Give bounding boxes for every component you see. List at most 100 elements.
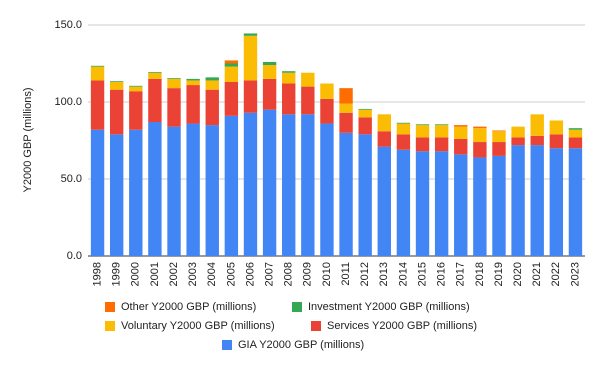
bar-segment <box>90 65 105 67</box>
x-tick-label: 2019 <box>493 262 505 286</box>
bar-segment <box>396 122 411 124</box>
legend-swatch <box>105 302 115 312</box>
bar-segment <box>167 126 181 256</box>
bar-segment <box>434 124 449 126</box>
bar-segment <box>262 78 277 110</box>
bar-segment <box>473 128 487 143</box>
bar-segment <box>396 149 411 256</box>
y-tick-label: 150.0 <box>54 19 82 31</box>
bar-segment <box>109 89 124 135</box>
bar-segment <box>90 129 105 256</box>
bar-segment <box>568 137 583 149</box>
bar-segment <box>301 114 315 256</box>
bar-segment <box>415 125 430 138</box>
bar-segment <box>167 88 181 127</box>
bar-segment <box>262 65 277 79</box>
bar-segment <box>186 85 200 124</box>
x-tick-label: 2015 <box>416 262 428 286</box>
bar-segment <box>339 88 353 104</box>
bar-segment <box>224 81 239 116</box>
legend-label: Investment Y2000 GBP (millions) <box>308 301 470 313</box>
bar-segment <box>492 130 506 132</box>
x-tick-label: 2004 <box>206 262 218 286</box>
x-tick-label: 2003 <box>187 262 199 286</box>
bar-segment <box>90 66 105 81</box>
bar-segment <box>262 109 277 256</box>
x-tick-label: 2018 <box>474 262 486 286</box>
x-tick-label: 2016 <box>436 262 448 286</box>
bar-segment <box>568 129 583 138</box>
x-tick-label: 2009 <box>302 262 314 286</box>
bar-segment <box>320 98 334 124</box>
bar-segment <box>358 108 372 110</box>
bar-segment <box>511 126 525 138</box>
x-tick-label: 2006 <box>244 262 256 286</box>
legend-label: Other Y2000 GBP (millions) <box>121 301 256 313</box>
bar-segment <box>186 123 200 256</box>
bar-segment <box>415 151 430 256</box>
bar-segment <box>549 120 564 135</box>
x-tick-label: 2012 <box>359 262 371 286</box>
bar-segment <box>339 112 353 133</box>
x-tick-label: 2014 <box>397 262 409 286</box>
legend-label: Services Y2000 GBP (millions) <box>327 320 477 332</box>
x-tick-label: 2005 <box>225 262 237 286</box>
bar-segment <box>282 114 296 256</box>
bar-segment <box>148 78 162 123</box>
bar-segment <box>224 63 239 67</box>
bar-segment <box>301 72 315 87</box>
y-tick-label: 100.0 <box>54 96 82 108</box>
bar-segment <box>511 145 525 256</box>
bar-segment <box>454 138 468 155</box>
bar-segment <box>243 33 258 36</box>
bar-segment <box>129 129 143 256</box>
y-tick-label: 0.0 <box>67 250 82 262</box>
bar-segment <box>148 71 162 73</box>
bar-segment <box>454 125 468 127</box>
bar-segment <box>129 91 143 130</box>
bar-segment <box>167 78 181 79</box>
legend-label: GIA Y2000 GBP (millions) <box>238 339 364 351</box>
x-tick-label: 2007 <box>264 262 276 286</box>
bar-segment <box>339 103 353 113</box>
x-tick-label: 2022 <box>550 262 562 286</box>
bar-segment <box>492 155 506 256</box>
x-tick-label: 1998 <box>91 262 103 286</box>
bar-segment <box>148 72 162 79</box>
bar-segment <box>434 125 449 138</box>
bar-segment <box>568 128 583 130</box>
bar-segment <box>301 86 315 115</box>
bar-segment <box>473 157 487 256</box>
bar-segment <box>224 66 239 82</box>
bar-segment <box>224 60 239 64</box>
bar-segment <box>549 134 564 149</box>
bar-segment <box>530 114 544 136</box>
x-tick-label: 2011 <box>340 262 352 286</box>
bar-segment <box>549 148 564 256</box>
bar-segment <box>109 81 124 82</box>
bar-segment <box>530 135 544 146</box>
bar-segment <box>282 83 296 115</box>
bar-segment <box>320 83 334 99</box>
bar-segment <box>396 134 411 150</box>
legend-label: Voluntary Y2000 GBP (millions) <box>121 320 275 332</box>
bar-segment <box>148 122 162 257</box>
y-tick-label: 50.0 <box>61 173 82 185</box>
bar-segment <box>205 80 219 90</box>
bar-segment <box>129 85 143 87</box>
bar-segment <box>262 61 277 66</box>
bar-segment <box>129 86 143 92</box>
x-tick-label: 2000 <box>130 262 142 286</box>
legend-swatch <box>292 302 302 312</box>
bar-segment <box>90 80 105 130</box>
bar-segment <box>492 142 506 156</box>
x-tick-label: 2013 <box>378 262 390 286</box>
bar-segment <box>377 131 391 147</box>
bar-segment <box>243 35 258 81</box>
bar-segment <box>186 80 200 86</box>
bar-segment <box>320 123 334 256</box>
bar-segment <box>434 137 449 152</box>
bar-segment <box>454 126 468 139</box>
bar-segment <box>415 124 430 126</box>
legend-swatch <box>105 321 115 331</box>
